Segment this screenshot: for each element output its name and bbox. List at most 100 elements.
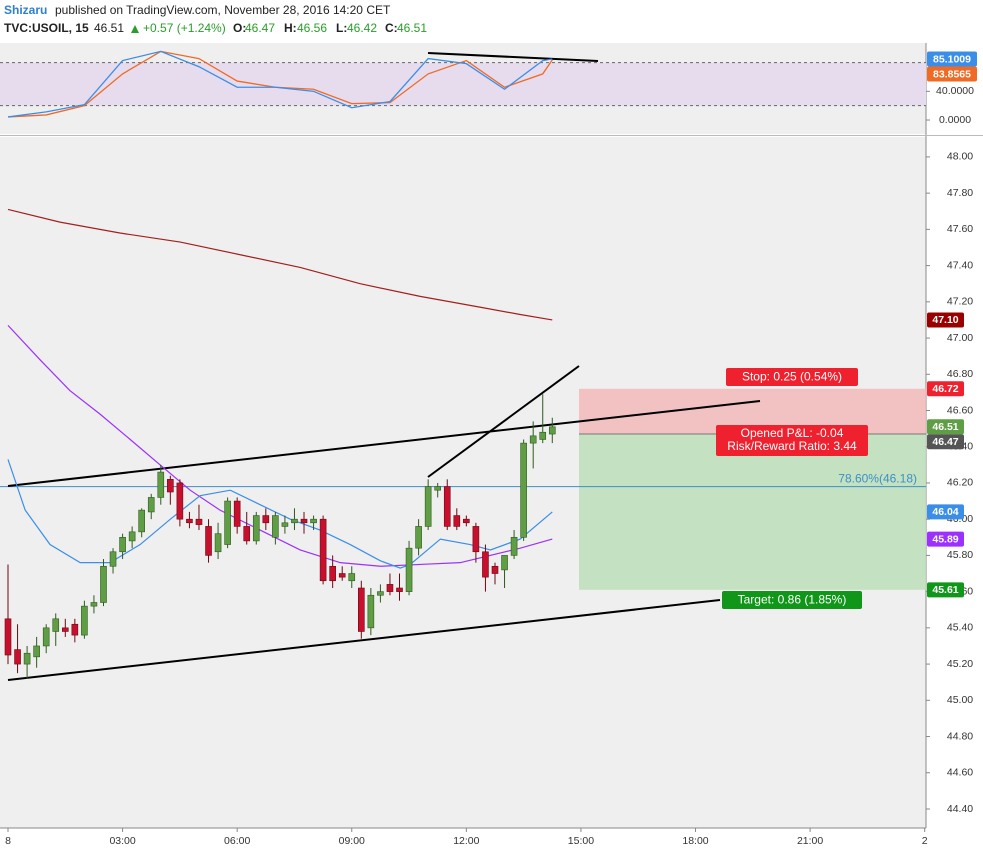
candle-body (138, 509, 145, 533)
candle-body (520, 442, 527, 538)
candle-body (348, 573, 356, 582)
candle-body (501, 555, 508, 571)
price-tag (927, 582, 964, 598)
target-label-box (722, 591, 862, 609)
candle-body (443, 486, 451, 527)
candle-body (491, 565, 499, 574)
up-arrow (131, 25, 139, 33)
y-tick-label: 46.60 (947, 404, 973, 416)
y-tick-label: 46.20 (947, 477, 973, 489)
price-tag-label: 46.72 (932, 383, 958, 395)
price-tag (927, 434, 964, 450)
candle-body (243, 526, 251, 542)
candle-body (548, 426, 556, 435)
candle-body (272, 515, 279, 538)
x-tick-label: 09:00 (339, 835, 365, 847)
price-tag (927, 531, 964, 547)
price-tag-label: 47.10 (932, 314, 958, 326)
pnl-box (716, 425, 868, 456)
y-tick-label: 44.80 (947, 730, 973, 742)
level-band (0, 62, 926, 106)
price-tag (927, 66, 977, 82)
candle-body (377, 591, 384, 596)
plot-layer: 48.00 47.80 47.60 47.40 47.20 47.00 46.80 46.60… (0, 50, 977, 847)
candle-body (396, 587, 403, 592)
price-tag-label: 45.89 (932, 533, 958, 545)
candle-body (14, 649, 21, 665)
candle-body (205, 526, 212, 556)
candle-body (415, 526, 422, 549)
y-tick-label: 0.0000 (939, 114, 971, 126)
candle-body (214, 533, 222, 553)
oscillator-line (7, 50, 553, 118)
candle-body (434, 486, 441, 491)
candle-body (128, 531, 136, 542)
candle-body (510, 536, 518, 556)
y-tick-label: 45.00 (947, 694, 973, 706)
open-value: 46.47 (245, 21, 275, 35)
x-tick-label: 21:00 (797, 835, 823, 847)
rr-label: Risk/Reward Ratio: 3.44 (727, 439, 857, 453)
trend-line (427, 365, 580, 478)
x-tick-label: 18:00 (682, 835, 708, 847)
low-value: 46.42 (347, 21, 377, 35)
candle-body (300, 518, 308, 524)
high-label: H: (284, 21, 297, 35)
y-tick-label: 45.20 (947, 658, 973, 670)
x-tick-label: 8 (5, 835, 11, 847)
candle-body (33, 645, 40, 658)
candle-body (472, 526, 480, 553)
candle-body (338, 573, 346, 578)
y-tick-label: 47.40 (947, 259, 973, 271)
x-tick-label: 12:00 (453, 835, 479, 847)
low-label: L: (336, 21, 347, 35)
trend-line (7, 599, 721, 681)
x-tick-label: 2 (922, 835, 928, 847)
x-tick-label: 03:00 (109, 835, 135, 847)
candle-body (310, 518, 317, 524)
symbol: TVC:USOIL, 15 (4, 21, 89, 35)
price-tag-label: 46.51 (932, 421, 958, 433)
candle-body (186, 518, 193, 524)
y-tick-label: 46.80 (947, 368, 973, 380)
y-tick-label: 44.40 (947, 803, 973, 815)
candle-body (176, 482, 184, 520)
price-tag-label: 46.47 (932, 436, 958, 448)
moving-average (7, 208, 553, 321)
last-price: 46.51 (94, 21, 124, 35)
candle-body (23, 652, 31, 665)
high-value: 46.56 (297, 21, 327, 35)
price-tag (927, 51, 977, 67)
candle-body (157, 471, 165, 498)
candle-body (281, 522, 289, 527)
open-label: O: (233, 21, 246, 35)
fib-label: 78.60%(46.18) (838, 472, 917, 486)
candle-body (4, 618, 12, 656)
y-tick-label: 44.60 (947, 767, 973, 779)
price-tag-label: 85.1009 (933, 53, 971, 65)
candle-body (463, 518, 470, 524)
candle-body (147, 497, 155, 513)
target-label: Target: 0.86 (1.85%) (738, 593, 847, 607)
price-tag-label: 46.04 (932, 506, 958, 518)
change: +0.57 (+1.24%) (143, 21, 226, 35)
y-tick-label: 47.80 (947, 187, 973, 199)
y-tick-label: 47.20 (947, 296, 973, 308)
candle-body (100, 565, 107, 603)
oscillator-line (7, 50, 553, 118)
candle-body (81, 605, 88, 636)
stop-label: Stop: 0.25 (0.54%) (742, 370, 842, 384)
y-tick-label: 40.0000 (936, 85, 974, 97)
x-tick-label: 15:00 (568, 835, 594, 847)
candle-body (61, 627, 69, 632)
candle-body (453, 515, 461, 527)
candle-body (109, 551, 117, 567)
candle-body (167, 479, 174, 493)
y-tick-label: 45.80 (947, 549, 973, 561)
y-tick-label: 47.60 (947, 223, 973, 235)
published: published on TradingView.com, November 2… (55, 3, 391, 17)
pnl-label: Opened P&L: -0.04 (741, 426, 844, 440)
candle-body (358, 587, 365, 632)
candle-body (224, 500, 231, 545)
